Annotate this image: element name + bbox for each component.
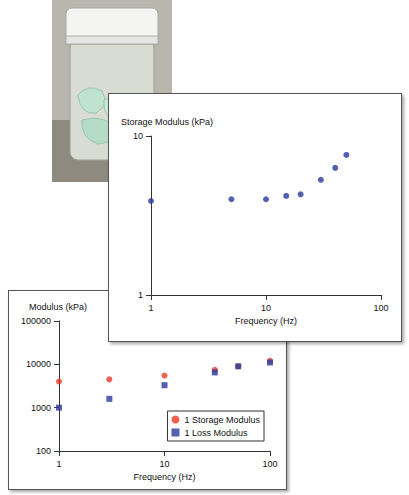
svg-text:10000: 10000	[26, 359, 51, 369]
svg-text:1000: 1000	[31, 403, 51, 413]
svg-text:Storage Modulus (kPa): Storage Modulus (kPa)	[121, 117, 213, 127]
svg-text:1 Storage Modulus: 1 Storage Modulus	[184, 415, 260, 425]
svg-text:100: 100	[373, 303, 388, 313]
svg-text:100: 100	[36, 446, 51, 456]
svg-text:Frequency (Hz): Frequency (Hz)	[133, 472, 195, 482]
svg-text:1 Loss Modulus: 1 Loss Modulus	[184, 428, 248, 438]
svg-text:1: 1	[148, 303, 153, 313]
svg-text:100: 100	[262, 459, 277, 469]
svg-text:Frequency (Hz): Frequency (Hz)	[235, 316, 297, 326]
svg-text:100000: 100000	[21, 316, 51, 326]
svg-text:10: 10	[159, 459, 169, 469]
svg-text:10: 10	[133, 131, 143, 141]
svg-text:10: 10	[261, 303, 271, 313]
svg-text:1: 1	[138, 290, 143, 300]
svg-text:Modulus (kPa): Modulus (kPa)	[29, 302, 87, 312]
svg-text:1: 1	[56, 459, 61, 469]
